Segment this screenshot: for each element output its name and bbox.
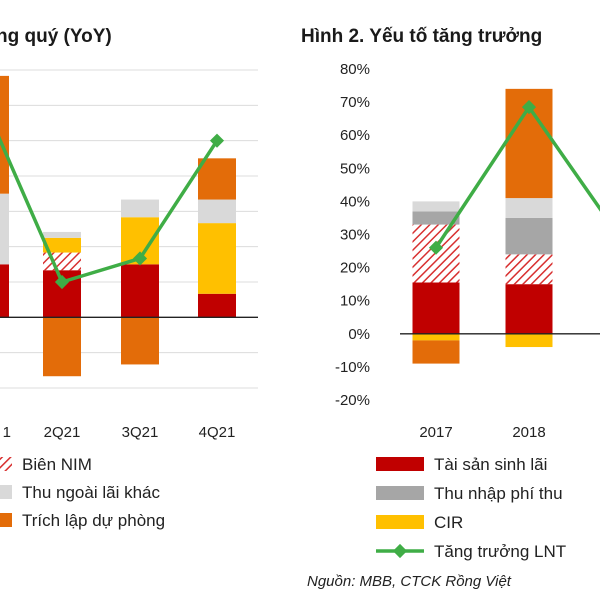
- bar-segment-trich-lap-du-phong: [198, 158, 236, 200]
- legend-label-cir: CIR: [434, 513, 463, 532]
- bar-segment-thu-ngoai-lai-khac: [0, 193, 9, 265]
- legend-swatch-trich-lap-du-phong: [0, 513, 12, 527]
- bar-segment-thu-ngoai-lai-khac: [121, 199, 159, 218]
- legend-label-tang-truong-lnt: Tăng trưởng LNT: [434, 542, 566, 561]
- y-tick-label: 40%: [340, 193, 370, 210]
- left-bars: [0, 75, 236, 377]
- legend-swatch-bien-nim: [0, 457, 12, 471]
- legend-swatch-cir: [376, 515, 424, 529]
- bar-segment-cir: [505, 333, 553, 348]
- right-x-ticks: 2017 2018: [419, 424, 545, 441]
- bar-segment-cir: [412, 333, 460, 341]
- left-chart-title: ng quý (YoY): [0, 26, 112, 47]
- trend-marker: [54, 274, 70, 290]
- bar-segment-c00000: [0, 264, 9, 318]
- bar-segment-trich-lap-du-phong: [43, 317, 81, 377]
- bar-segment-c00000: [198, 293, 236, 318]
- bar-segment-thu-ngoai-lai-khac: [43, 231, 81, 238]
- right-legend: Tài sản sinh lãi Thu nhập phí thu CIR Tăng …: [376, 455, 566, 561]
- legend-label-tai-san-sinh-lai: Tài sản sinh lãi: [434, 455, 547, 474]
- trend-marker: [132, 251, 148, 266]
- x-tick-2q21: 2Q21: [44, 424, 81, 441]
- legend-swatch-thu-ngoai-lai-khac: [0, 485, 12, 499]
- right-bars: [412, 88, 553, 364]
- x-tick-2017: 2017: [419, 424, 452, 441]
- trend-marker: [209, 133, 225, 148]
- left-x-ticks: 1 2Q21 3Q21 4Q21: [3, 424, 236, 441]
- y-tick-label: -20%: [335, 392, 370, 409]
- x-tick-2018: 2018: [512, 424, 545, 441]
- trend-marker: [428, 240, 444, 255]
- source-note: Nguồn: MBB, CTCK Rồng Việt: [307, 573, 512, 590]
- left-chart: ng quý (YoY) 1 2Q21 3Q21 4Q21 Biên NIM Thu n…: [0, 26, 258, 530]
- bar-segment-e06060: [505, 254, 553, 285]
- bar-segment-thu-nhap-phi-thu: [505, 217, 553, 255]
- legend-label-thu-ngoai-lai-khac: Thu ngoài lãi khác: [22, 483, 160, 502]
- bar-segment-d9d9d9: [412, 201, 460, 212]
- y-tick-label: 60%: [340, 127, 370, 144]
- y-tick-label: 70%: [340, 94, 370, 111]
- bar-segment-c00000: [121, 264, 159, 318]
- y-tick-label: -10%: [335, 359, 370, 376]
- y-tick-label: 80%: [340, 61, 370, 78]
- bar-segment-ffc000: [43, 237, 81, 253]
- bar-segment-thu-ngoai-lai-khac: [198, 199, 236, 224]
- bar-segment-thu-nhap-phi-thu: [412, 211, 460, 225]
- x-tick-3q21: 3Q21: [122, 424, 159, 441]
- y-tick-label: 50%: [340, 160, 370, 177]
- trend-line: [0, 135, 219, 284]
- bar-segment-tai-san-sinh-lai: [505, 284, 553, 334]
- legend-label-trich-lap-du-phong: Trích lập dự phòng: [22, 511, 165, 530]
- bar-segment-trich-lap-du-phong: [0, 75, 9, 194]
- legend-label-bien-nim: Biên NIM: [22, 455, 92, 474]
- y-tick-label: 10%: [340, 293, 370, 310]
- bar-segment-ffc000: [198, 223, 236, 294]
- right-trend-line: [428, 99, 600, 255]
- y-tick-label: 30%: [340, 227, 370, 244]
- legend-marker: [392, 543, 408, 559]
- x-tick-4q21: 4Q21: [199, 424, 236, 441]
- right-y-ticks: 80% 70% 60% 50% 40% 30% 20% 10% 0% -10% -20%: [335, 61, 370, 409]
- left-legend: Biên NIM Thu ngoài lãi khác Trích lập dự p…: [0, 455, 165, 530]
- legend-swatch-thu-nhap-phi-thu: [376, 486, 424, 500]
- bar-segment-d9d9d9: [505, 198, 553, 218]
- bar-segment-e36c09: [412, 340, 460, 364]
- left-trend-line: [0, 133, 225, 290]
- right-chart-title: Hình 2. Yếu tố tăng trưởng: [301, 26, 542, 47]
- bar-segment-tai-san-sinh-lai: [412, 282, 460, 334]
- right-chart: Hình 2. Yếu tố tăng trưởng 80% 70% 60% 50% 4…: [301, 26, 600, 561]
- x-tick-1: 1: [3, 424, 11, 441]
- y-tick-label: 0%: [348, 326, 370, 343]
- trend-marker: [521, 99, 537, 115]
- y-tick-label: 20%: [340, 260, 370, 277]
- legend-label-thu-nhap-phi-thu: Thu nhập phí thu: [434, 484, 563, 503]
- legend-swatch-tai-san-sinh-lai: [376, 457, 424, 471]
- bar-segment-trich-lap-du-phong: [121, 317, 159, 365]
